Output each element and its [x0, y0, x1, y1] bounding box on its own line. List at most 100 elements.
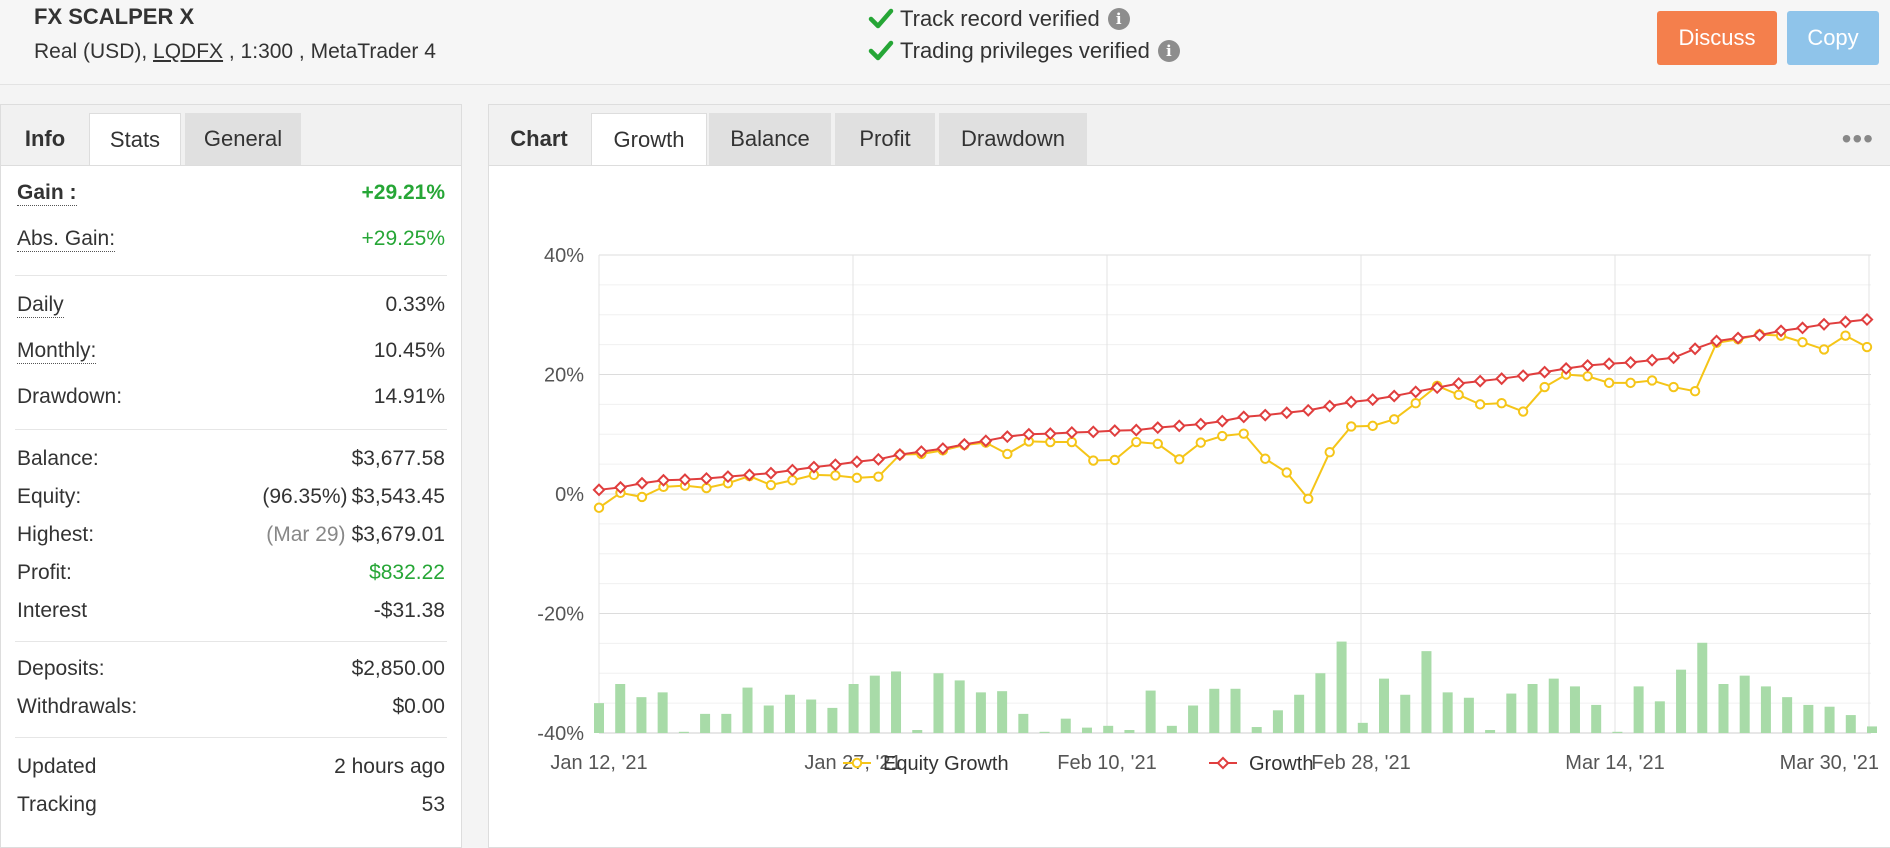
growth-point [1301, 403, 1315, 417]
growth-point [1430, 381, 1444, 395]
daily-bar [1166, 725, 1177, 733]
info-icon[interactable]: i [1107, 8, 1130, 30]
discuss-button[interactable]: Discuss [1657, 11, 1777, 65]
x-tick-label: Mar 14, '21 [1565, 752, 1664, 774]
gain-label[interactable]: Gain : [17, 180, 77, 206]
info-icon[interactable]: i [1157, 40, 1180, 62]
daily-bar [1824, 706, 1835, 733]
y-tick-label: 40% [544, 245, 584, 267]
daily-bar [1697, 642, 1708, 733]
equity-growth-point [1195, 437, 1206, 448]
daily-bar [1718, 684, 1729, 733]
growth-point [1774, 324, 1788, 338]
daily-bar [1188, 705, 1199, 733]
equity-growth-point [1539, 381, 1550, 393]
x-tick-label: Feb 10, '21 [1057, 752, 1156, 774]
stat-drawdown: Drawdown: 14.91% [17, 379, 445, 415]
profit-value: $832.22 [369, 561, 445, 584]
divider [15, 737, 447, 738]
growth-point [1323, 399, 1337, 413]
daily-bar [1442, 692, 1453, 733]
stat-abs-gain: Abs. Gain: +29.25% [17, 221, 445, 257]
tab-growth[interactable]: Growth [591, 113, 707, 165]
equity-growth-point [1582, 371, 1593, 382]
daily-bar [1803, 704, 1814, 733]
stat-highest: Highest: (Mar 29) $3,679.01 [17, 517, 445, 553]
tab-drawdown[interactable]: Drawdown [939, 113, 1087, 165]
account-type: Real (USD), [34, 40, 154, 63]
equity-growth-point [1238, 428, 1249, 439]
tab-general[interactable]: General [185, 113, 301, 165]
equity-growth-point [1152, 438, 1163, 450]
stat-balance: Balance: $3,677.58 [17, 441, 445, 477]
growth-point [1172, 419, 1186, 433]
growth-point [1452, 376, 1466, 390]
growth-point [1753, 328, 1767, 342]
growth-point [1215, 414, 1229, 428]
growth-point [1194, 417, 1208, 431]
divider [15, 429, 447, 430]
daily-bar [1782, 697, 1793, 733]
equity-growth-point [1453, 389, 1464, 401]
growth-point [699, 471, 713, 485]
daily-bar [848, 684, 859, 733]
tab-stats[interactable]: Stats [89, 113, 181, 165]
growth-point [785, 463, 799, 477]
growth-point [1022, 427, 1036, 441]
growth-point [914, 445, 928, 459]
growth-point [1387, 389, 1401, 403]
growth-point [1086, 425, 1100, 439]
equity-growth-point [1840, 330, 1851, 341]
broker-link[interactable]: LQDFX [153, 40, 224, 63]
equity-growth-point [1517, 406, 1529, 417]
equity-growth-point [787, 475, 798, 486]
equity-growth-point [1496, 397, 1507, 409]
daily-bar [1421, 651, 1432, 733]
abs-gain-label[interactable]: Abs. Gain: [17, 226, 116, 252]
legend-marker [1216, 756, 1230, 770]
equity-growth-point [1689, 386, 1701, 397]
equity-growth-point [1797, 337, 1808, 348]
daily-bar [1379, 678, 1390, 733]
growth-point [807, 460, 821, 474]
daily-label[interactable]: Daily [17, 292, 64, 318]
copy-button[interactable]: Copy [1787, 11, 1879, 65]
growth-point [764, 466, 778, 480]
equity-growth-point [1324, 446, 1335, 458]
growth-point [893, 448, 907, 462]
growth-point [1043, 427, 1057, 441]
stat-equity: Equity: (96.35%) $3,543.45 [17, 479, 445, 515]
updated-label: Updated [17, 755, 97, 778]
monthly-label[interactable]: Monthly: [17, 338, 97, 364]
equity-growth-point [1260, 453, 1271, 464]
info-tabs: Info Stats General [1, 105, 461, 166]
interest-value: -$31.38 [373, 599, 445, 622]
growth-point [1796, 321, 1810, 335]
daily-bar [1739, 675, 1750, 733]
trading-privileges-verified-label: Trading privileges verified [900, 38, 1150, 63]
equity-growth-point [1818, 344, 1830, 355]
growth-point [1151, 421, 1165, 435]
legend-label[interactable]: Growth [1249, 753, 1313, 775]
daily-bar [997, 691, 1008, 733]
daily-bar [1760, 686, 1771, 733]
more-options-icon[interactable]: ••• [1841, 123, 1874, 154]
daily-bar [1315, 673, 1326, 733]
growth-point [1495, 372, 1509, 386]
x-tick-label: Jan 12, '21 [550, 752, 647, 774]
updated-value: 2 hours ago [334, 755, 445, 778]
tab-balance[interactable]: Balance [709, 113, 831, 165]
growth-point [979, 434, 993, 448]
tab-profit[interactable]: Profit [835, 113, 935, 165]
equity-growth-point [873, 471, 884, 482]
legend-label[interactable]: Equity Growth [883, 753, 1009, 775]
deposits-value: $2,850.00 [351, 657, 445, 680]
growth-point [1258, 408, 1272, 422]
growth-point [742, 468, 756, 482]
stat-withdrawals: Withdrawals: $0.00 [17, 689, 445, 725]
monthly-value: 10.45% [373, 339, 445, 362]
y-tick-label: 20% [544, 365, 584, 387]
equity-growth-point [1861, 341, 1873, 353]
legend-marker [851, 757, 863, 769]
growth-point [936, 442, 950, 456]
